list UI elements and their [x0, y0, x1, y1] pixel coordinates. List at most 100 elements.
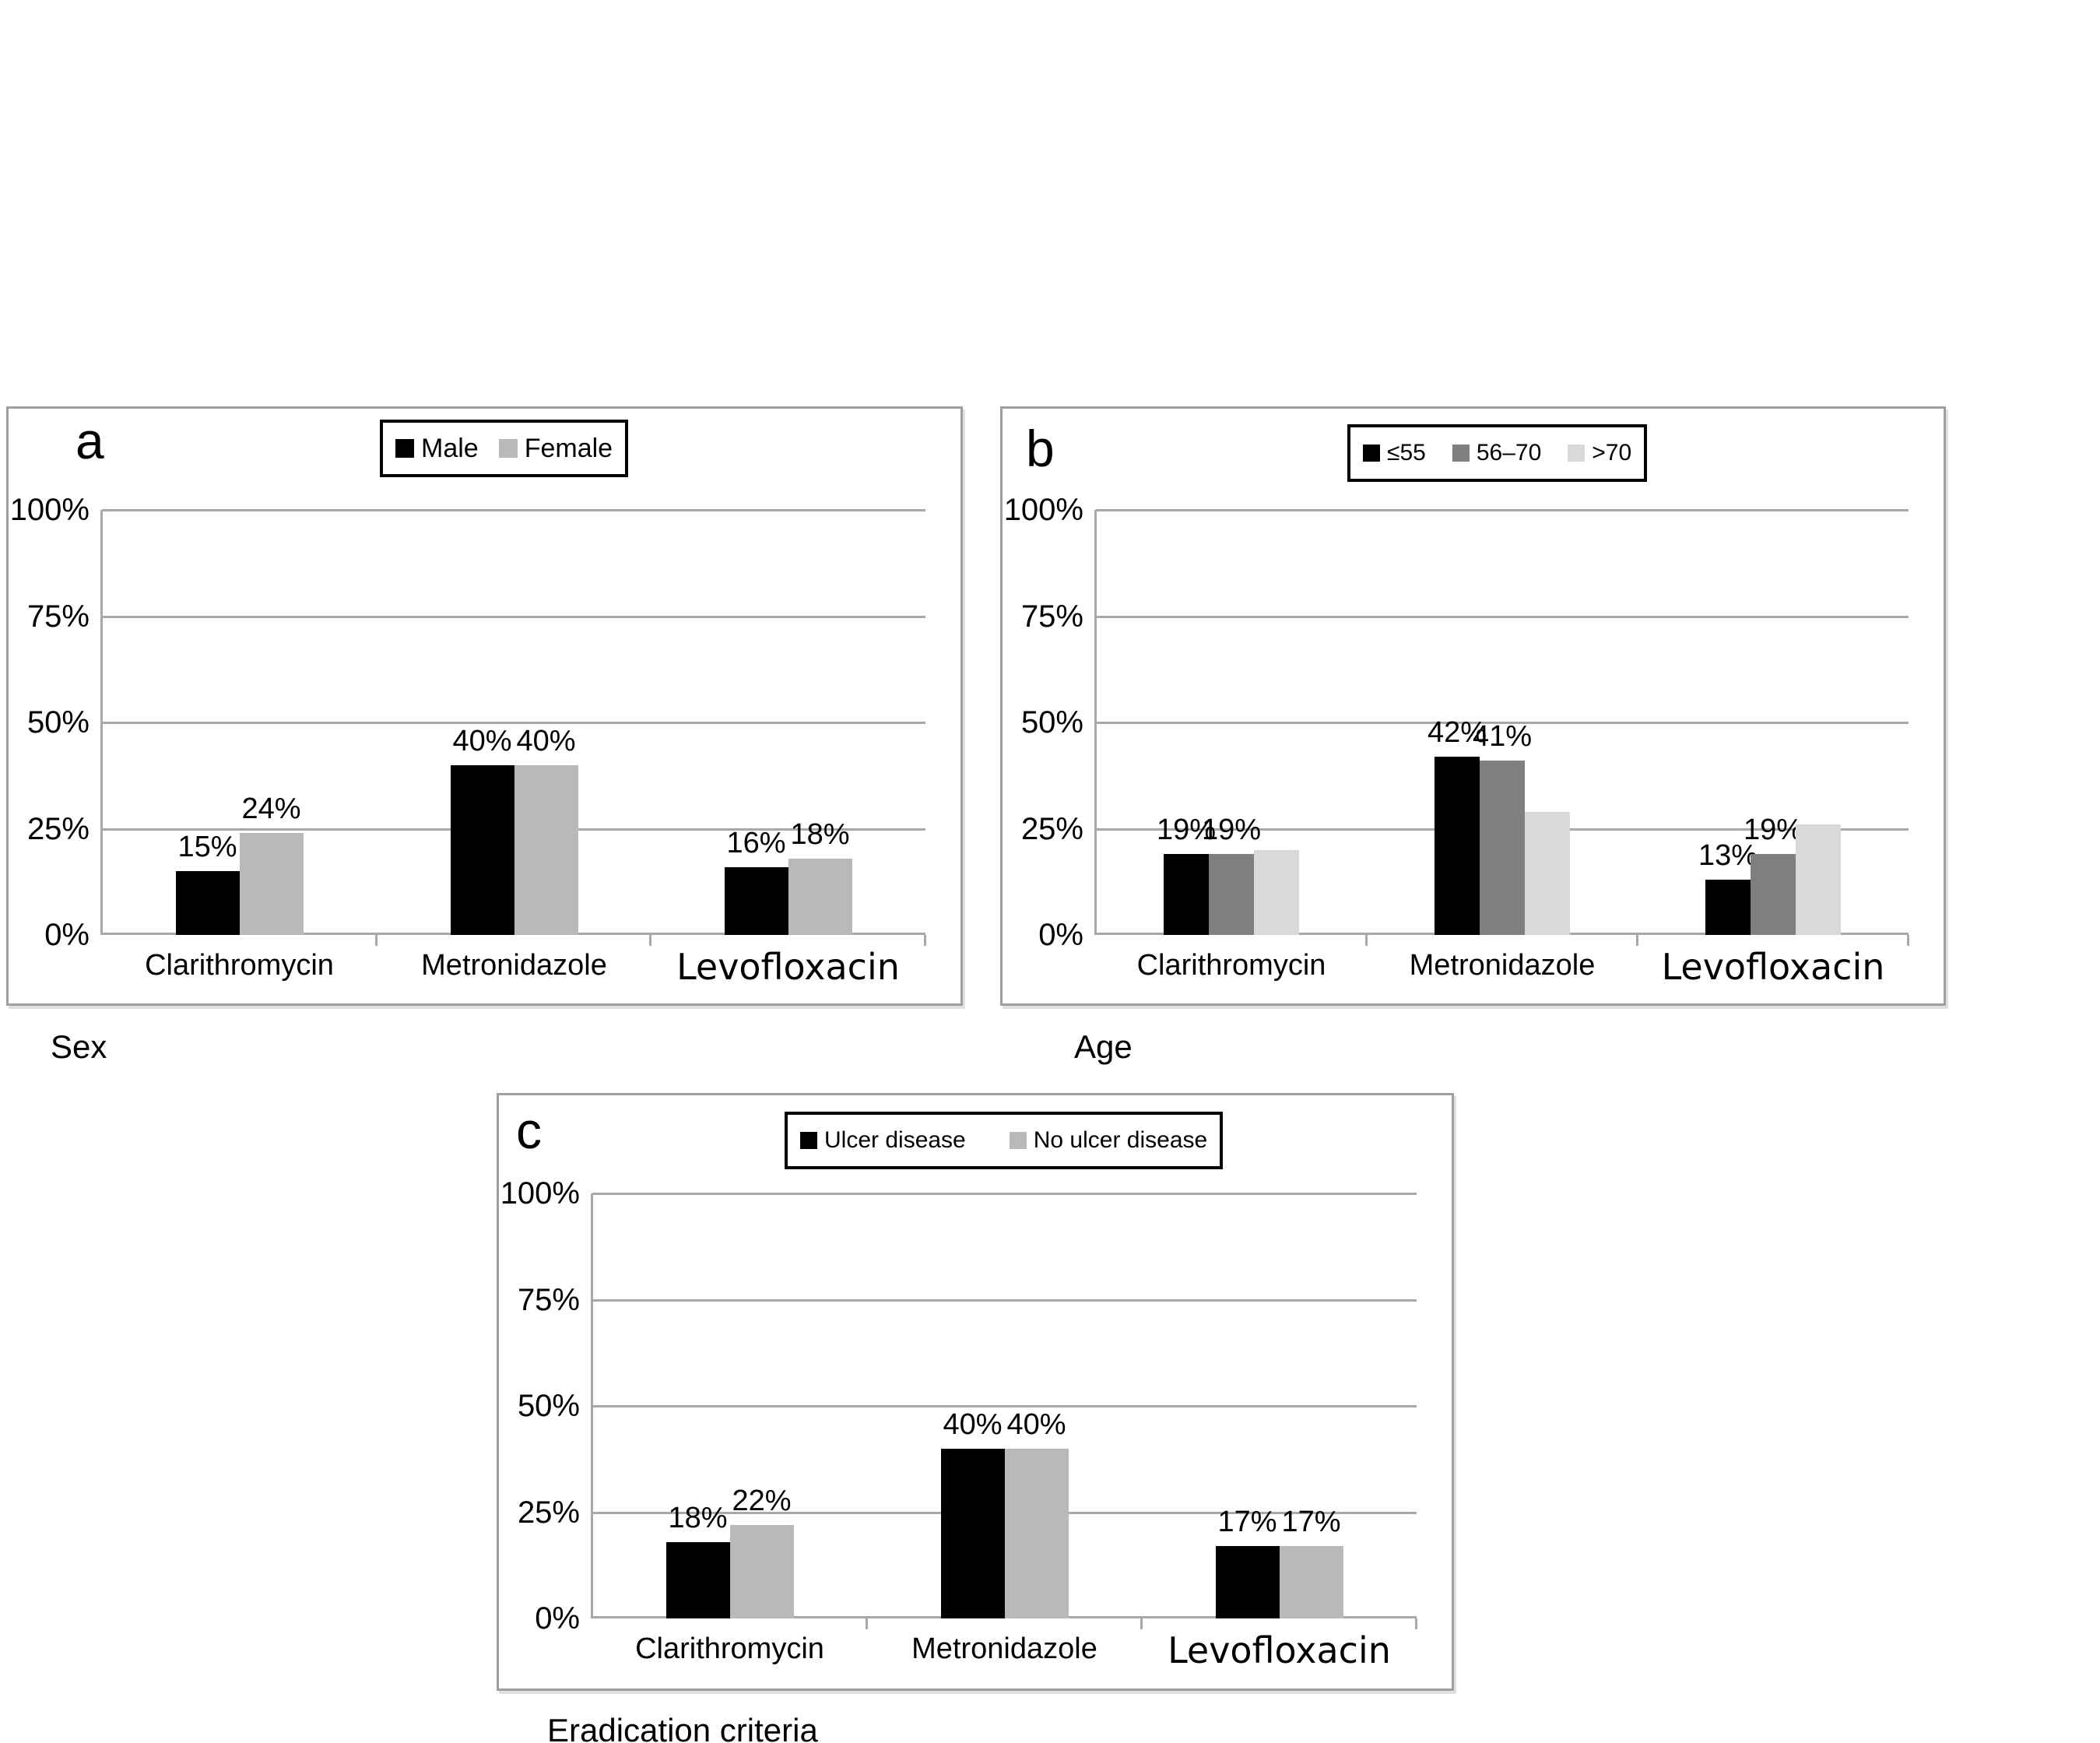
data-label: 17% [1217, 1506, 1277, 1539]
panel-title-eradication: Eradication criteria [547, 1712, 818, 1743]
category-axis-tick [1415, 1618, 1417, 1629]
legend-swatch-icon [1452, 445, 1470, 462]
bar-group-metronidazole: 40% 40% Metronidazole [867, 1193, 1142, 1665]
gridline-50 [592, 1405, 1417, 1407]
category-axis-tick [924, 935, 926, 946]
y-tick-label-75: 75% [26, 599, 90, 634]
category-label: Levofloxacin [676, 946, 900, 988]
data-label: 16% [726, 827, 786, 860]
y-axis-line [591, 1193, 593, 1618]
y-axis-line [100, 510, 103, 935]
category-axis-tick [375, 935, 378, 946]
y-tick-label-25: 25% [26, 812, 90, 846]
bar-ulcer disease-clarithromycin: 18% [665, 1502, 730, 1618]
bar-≤55-levofloxacin: 13% [1698, 840, 1758, 935]
plot-area-age: 0% 25% 50% 75% 100% 19% 19% Clarithromycin 42% 41… [1004, 494, 1909, 988]
gridline-100 [1096, 509, 1909, 511]
category-axis-tick [1636, 935, 1638, 946]
category-label: Clarithromycin [635, 1632, 824, 1665]
bar-female-metronidazole: 40% [514, 726, 578, 935]
category-axis-tick [1365, 935, 1368, 946]
legend-item: No ulcer disease [1009, 1127, 1207, 1154]
bar->70-metronidazole [1525, 812, 1570, 935]
y-tick-label-100: 100% [9, 493, 90, 527]
panel-title-sex: Sex [51, 1028, 107, 1065]
bar-group-levofloxacin: 17% 17% Levofloxacin [1142, 1193, 1417, 1671]
panel-letter-b: b [1026, 420, 1055, 477]
data-label: 19% [1201, 814, 1262, 847]
gridline-50 [102, 722, 925, 724]
bar-56–70-clarithromycin: 19% [1202, 814, 1261, 935]
bar-group-levofloxacin: 16% 18% Levofloxacin [651, 510, 925, 988]
bar-male-metronidazole: 40% [450, 726, 514, 935]
legend-item: Male [395, 434, 479, 464]
plot-area-sex: 0% 25% 50% 75% 100% 15% 24% Clarithromycin 40% 40… [10, 494, 926, 988]
gridline-75 [592, 1299, 1417, 1302]
data-label: 18% [790, 818, 850, 852]
data-label: 15% [177, 831, 237, 864]
y-tick-label-0: 0% [44, 918, 90, 952]
bar-group-clarithromycin: 15% 24% Clarithromycin [102, 510, 377, 982]
data-label: 18% [668, 1502, 728, 1535]
data-label: 19% [1156, 814, 1217, 847]
legend-item: Ulcer disease [800, 1127, 966, 1154]
legend-label: Female [524, 433, 613, 463]
y-tick-label-50: 50% [1020, 705, 1083, 740]
category-label: Metronidazole [421, 949, 607, 982]
legend-label: ≤55 [1387, 440, 1426, 466]
panel-a-sex-chart: a Male Female 0% 25% 50% 75% 100% 15% 24% Clarit… [6, 406, 963, 1065]
bar-group-levofloxacin: 13% 19% Levofloxacin [1638, 510, 1909, 988]
gridline-75 [1096, 616, 1909, 618]
bar-56–70-levofloxacin: 19% [1744, 814, 1803, 935]
y-tick-label-100: 100% [500, 1176, 580, 1211]
y-axis-line [1094, 510, 1097, 935]
bar-no ulcer disease-clarithromycin: 22% [729, 1485, 794, 1618]
y-tick-label-50: 50% [26, 705, 90, 740]
data-label: 40% [943, 1408, 1003, 1442]
gridline-100 [102, 509, 925, 511]
bar-no ulcer disease-levofloxacin: 17% [1279, 1506, 1343, 1618]
bar-group-clarithromycin: 19% 19% Clarithromycin [1096, 510, 1367, 982]
category-label: Metronidazole [911, 1632, 1097, 1665]
plot-area-eradication: 0% 25% 50% 75% 100% 18% 22% Clarithromycin 40% 40… [500, 1178, 1417, 1671]
y-tick-label-0: 0% [535, 1601, 580, 1636]
legend-item: 56–70 [1452, 440, 1541, 466]
bar-ulcer disease-metronidazole: 40% [940, 1409, 1005, 1618]
data-label: 24% [241, 792, 301, 826]
bar-female-clarithromycin: 24% [239, 793, 304, 935]
data-label: 13% [1698, 839, 1758, 873]
category-axis-tick [1140, 1618, 1143, 1629]
legend-label: >70 [1592, 440, 1632, 466]
y-tick-label-75: 75% [517, 1283, 580, 1317]
gridline-100 [592, 1193, 1417, 1195]
bar->70-clarithromycin [1254, 850, 1299, 935]
bar-group-metronidazole: 40% 40% Metronidazole [377, 510, 651, 982]
bar-56–70-metronidazole: 41% [1473, 721, 1532, 935]
bar-≤55-clarithromycin: 19% [1157, 814, 1216, 935]
legend-swatch-icon [395, 439, 414, 458]
legend-label: Male [421, 433, 479, 463]
category-axis-tick [1907, 935, 1909, 946]
panel-b-age-chart: b ≤55 56–70 >70 0% 25% 50% 75% 100% 19% 19% Clari… [1000, 406, 1946, 1065]
category-label: Levofloxacin [1168, 1629, 1391, 1671]
category-label: Clarithromycin [1136, 949, 1326, 982]
legend-item: ≤55 [1363, 440, 1426, 466]
bar-male-levofloxacin: 16% [724, 828, 788, 935]
category-axis-tick [866, 1618, 868, 1629]
panel-letter-c: c [516, 1102, 542, 1159]
data-label: 40% [452, 725, 512, 758]
y-tick-label-25: 25% [517, 1495, 580, 1530]
gridline-75 [102, 616, 925, 618]
data-label: 40% [1006, 1408, 1066, 1442]
bar->70-levofloxacin [1796, 824, 1841, 935]
legend-swatch-icon [1568, 445, 1586, 462]
y-tick-label-50: 50% [517, 1389, 580, 1423]
legend-swatch-icon [1009, 1132, 1027, 1149]
bar-≤55-metronidazole: 42% [1428, 717, 1487, 935]
panel-letter-a: a [76, 412, 104, 469]
category-label: Levofloxacin [1661, 946, 1885, 988]
legend-swatch-icon [800, 1132, 817, 1149]
legend-item: Female [498, 433, 613, 464]
y-tick-label-25: 25% [1020, 812, 1083, 846]
y-tick-label-75: 75% [1020, 599, 1083, 634]
